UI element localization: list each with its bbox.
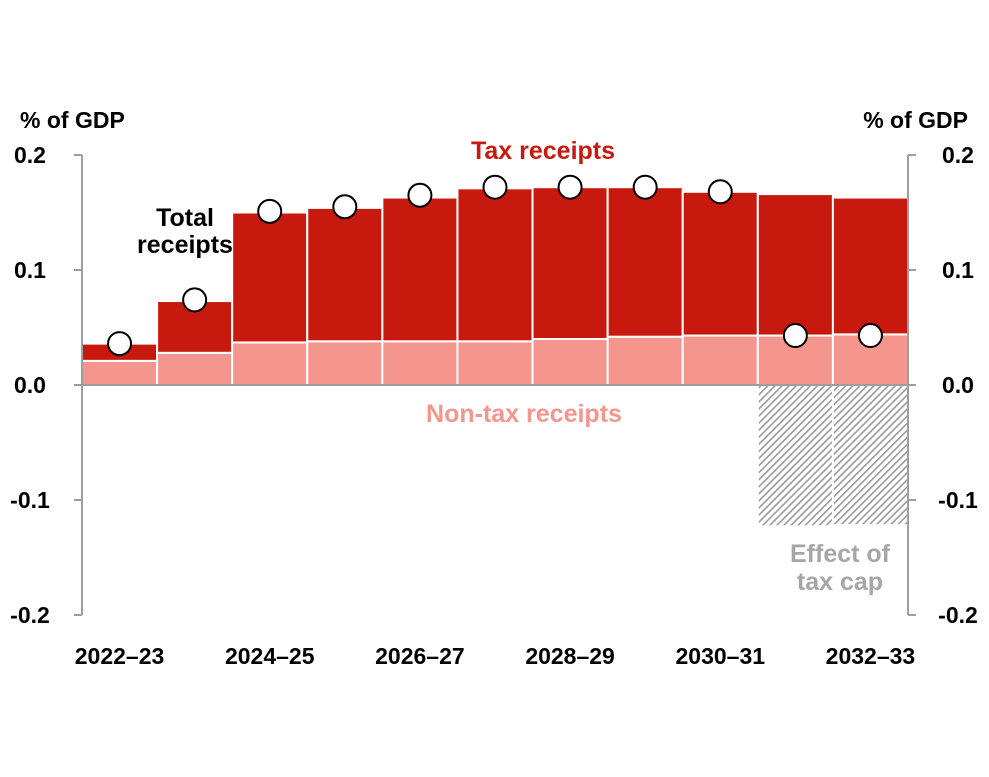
- bars-group: [81, 186, 910, 526]
- y-tick-label-left-4: -0.2: [10, 602, 50, 628]
- total-receipts-marker-1: [182, 287, 208, 313]
- bar-non-tax-receipts-8: [681, 334, 759, 386]
- bar-non-tax-receipts-7: [606, 335, 684, 387]
- left-unit-label: % of GDP: [20, 107, 125, 133]
- right-unit-label: % of GDP: [863, 107, 968, 133]
- x-tick-label-0: 2022–23: [75, 643, 165, 669]
- total-receipts-marker-4: [407, 182, 433, 208]
- y-tick-label-left-3: -0.1: [10, 487, 50, 513]
- x-tick-label-8: 2030–31: [675, 643, 765, 669]
- y-tick-label-left-0: 0.2: [14, 142, 46, 168]
- x-tick-label-2: 2024–25: [225, 643, 315, 669]
- y-tick-label-right-3: -0.1: [938, 487, 978, 513]
- bar-non-tax-receipts-1: [156, 351, 234, 386]
- total-receipts-marker-8: [707, 179, 733, 205]
- total-receipts-markers: [107, 174, 883, 357]
- bar-tax-receipts-3: [306, 206, 384, 343]
- x-tick-label-4: 2026–27: [375, 643, 465, 669]
- x-tick-label-10: 2032–33: [826, 643, 916, 669]
- tax-cap-annotation-line2: tax cap: [797, 568, 883, 596]
- tax-receipts-annotation: Tax receipts: [471, 137, 615, 165]
- non-tax-receipts-annotation: Non-tax receipts: [426, 400, 622, 428]
- tax-cap-annotation-line1: Effect of: [790, 540, 891, 568]
- bar-non-tax-receipts-3: [306, 340, 384, 386]
- bar-tax-receipts-9: [756, 193, 834, 337]
- bar-tax-receipts-10: [831, 196, 910, 336]
- total-receipts-marker-3: [332, 194, 358, 220]
- y-tick-label-left-1: 0.1: [14, 257, 46, 283]
- y-tick-label-right-0: 0.2: [942, 142, 974, 168]
- total-receipts-marker-6: [557, 174, 583, 200]
- total-receipts-marker-0: [107, 331, 133, 357]
- y-tick-label-left-2: 0.0: [14, 372, 46, 398]
- axis-ticks: 0.2 0.2 0.1 0.1 0.0 0.0 -0.1 -0.1 -0.2 -0.2 2022–2…: [10, 142, 978, 669]
- bar-non-tax-receipts-0: [81, 359, 159, 387]
- y-tick-label-right-1: 0.1: [942, 257, 974, 283]
- total-receipts-marker-10: [857, 323, 883, 349]
- bar-non-tax-receipts-6: [531, 338, 609, 386]
- bar-tax-receipts-6: [531, 186, 609, 340]
- bar-non-tax-receipts-5: [456, 340, 534, 386]
- bar-tax-receipts-7: [606, 186, 684, 338]
- total-receipts-marker-2: [257, 198, 283, 224]
- bar-effect-of-tax-cap-9: [758, 386, 832, 526]
- bar-non-tax-receipts-4: [381, 340, 459, 386]
- x-tick-label-6: 2028–29: [525, 643, 615, 669]
- total-receipts-annotation-line2: receipts: [137, 231, 233, 259]
- bar-tax-receipts-4: [381, 196, 459, 343]
- total-receipts-marker-5: [482, 174, 508, 200]
- bar-tax-receipts-2: [231, 211, 309, 344]
- total-receipts-marker-7: [632, 174, 658, 200]
- bar-tax-receipts-5: [456, 187, 534, 343]
- total-receipts-annotation-line1: Total: [156, 204, 214, 232]
- y-tick-label-right-2: 0.0: [942, 372, 974, 398]
- bar-tax-receipts-8: [681, 190, 759, 337]
- y-tick-label-right-4: -0.2: [938, 602, 978, 628]
- bar-effect-of-tax-cap-10: [833, 386, 907, 525]
- bar-non-tax-receipts-2: [231, 341, 309, 387]
- total-receipts-marker-9: [782, 323, 808, 349]
